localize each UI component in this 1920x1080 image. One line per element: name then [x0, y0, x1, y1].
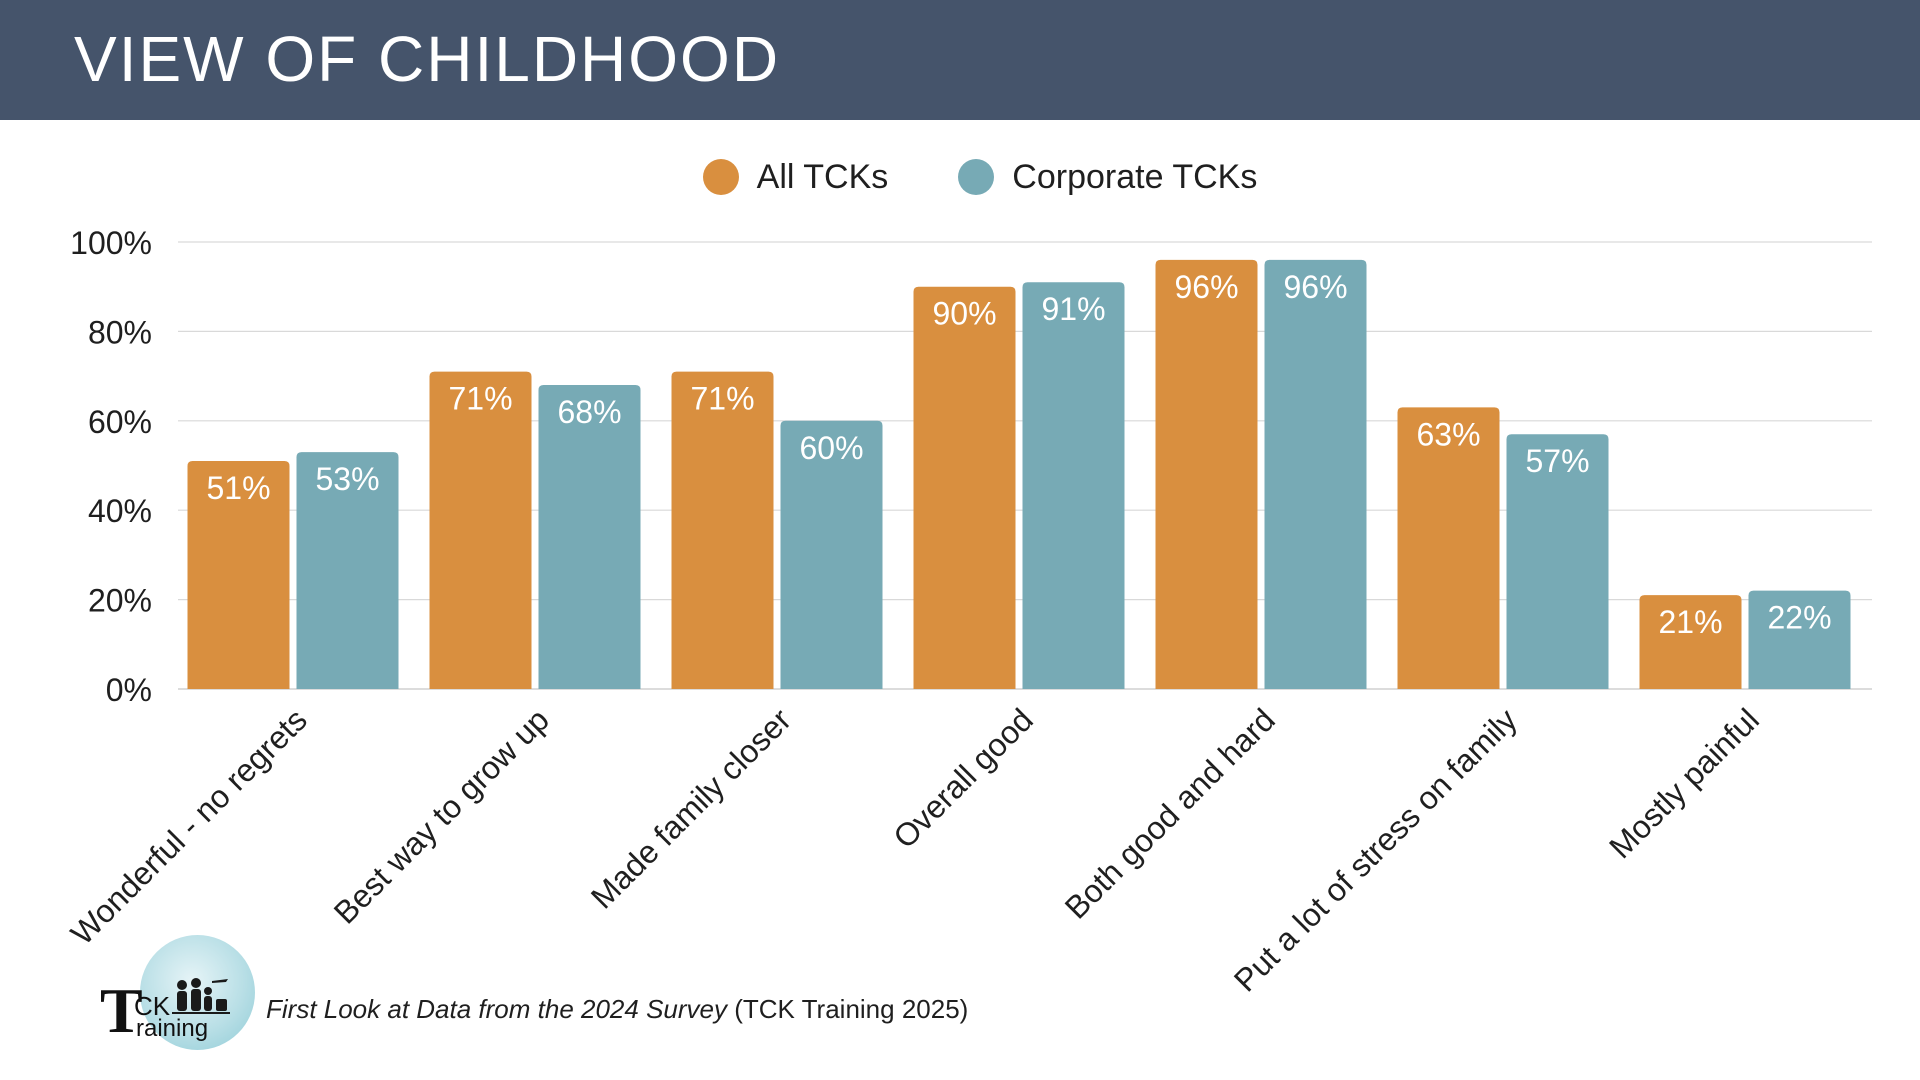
bar [913, 286, 1016, 689]
bar [1748, 590, 1851, 689]
bar [1506, 434, 1609, 689]
logo-letter-t: T [100, 975, 143, 1046]
data-label: 63% [1416, 416, 1480, 452]
y-tick-label: 60% [88, 404, 152, 440]
data-label: 96% [1283, 269, 1347, 305]
bar [780, 420, 883, 689]
x-category-label: Made family closer [584, 701, 798, 915]
source-note: First Look at Data from the 2024 Survey … [266, 994, 968, 1025]
data-label: 57% [1525, 443, 1589, 479]
data-label: 60% [799, 430, 863, 466]
bar [1639, 595, 1742, 689]
data-label: 96% [1174, 269, 1238, 305]
x-category-label: Mostly painful [1602, 701, 1766, 865]
family-icon [172, 978, 230, 1014]
source-title: First Look at Data from the 2024 Survey [266, 994, 727, 1024]
legend-swatch-all-tcks [702, 159, 739, 195]
data-label: 71% [690, 381, 754, 417]
legend-item-corporate-tcks: Corporate TCKs [958, 158, 1257, 197]
page-title: VIEW OF CHILDHOOD [74, 23, 781, 95]
header-bar: VIEW OF CHILDHOOD [0, 0, 1920, 120]
logo-letters-ck: CK [134, 991, 171, 1021]
y-tick-label: 40% [88, 493, 152, 529]
bar [1022, 282, 1125, 689]
data-label: 71% [448, 381, 512, 417]
data-label: 22% [1767, 600, 1831, 636]
bar [671, 371, 774, 689]
data-label: 91% [1041, 291, 1105, 327]
legend-swatch-corporate-tcks [958, 159, 995, 195]
bar [1264, 259, 1367, 689]
bar [296, 452, 399, 689]
y-tick-label: 20% [88, 583, 152, 619]
bar [1397, 407, 1500, 689]
source-citation: (TCK Training 2025) [727, 994, 969, 1024]
legend-label-all-tcks: All TCKs [756, 157, 889, 196]
bar [1155, 259, 1258, 689]
logo-letters-raining: raining [136, 1015, 209, 1042]
y-tick-label: 100% [70, 225, 152, 261]
bar [187, 461, 290, 689]
data-label: 90% [932, 296, 996, 332]
chart-legend: All TCKs Corporate TCKs [0, 155, 1920, 199]
x-category-label: Best way to grow up [327, 701, 556, 930]
bar [538, 385, 641, 689]
data-label: 21% [1658, 604, 1722, 640]
y-tick-label: 0% [106, 672, 152, 708]
legend-label-corporate-tcks: Corporate TCKs [1012, 157, 1258, 196]
x-category-label: Put a lot of stress on family [1227, 701, 1524, 998]
y-tick-label: 80% [88, 314, 152, 350]
x-category-label: Overall good [886, 701, 1040, 855]
x-category-label: Both good and hard [1058, 701, 1282, 925]
legend-item-all-tcks: All TCKs [702, 157, 889, 197]
footer: T CK raining First Look at Data from the… [100, 935, 1000, 1055]
data-label: 68% [557, 394, 621, 430]
x-category-label: Wonderful - no regrets [64, 701, 314, 951]
data-label: 51% [206, 470, 270, 506]
bar [429, 371, 532, 689]
data-label: 53% [315, 461, 379, 497]
